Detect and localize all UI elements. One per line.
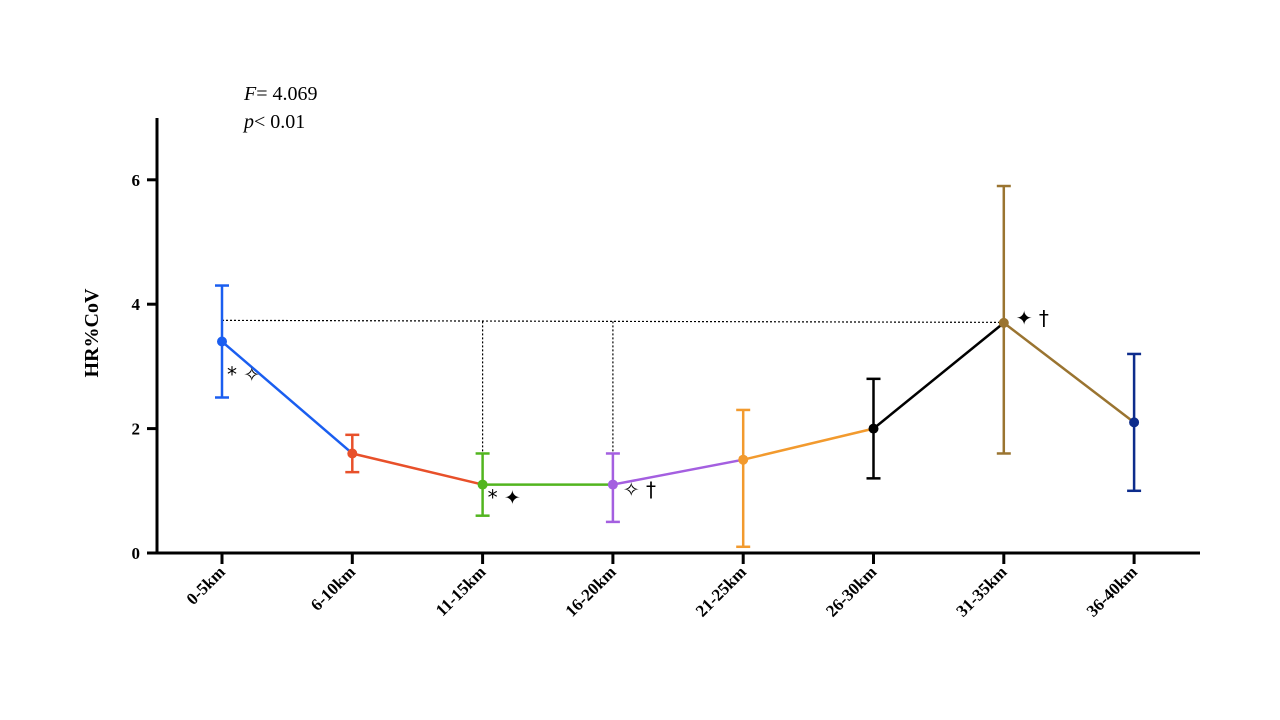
line-segment-6-10km — [352, 452, 483, 486]
y-tick-label-0: 0 — [132, 544, 141, 563]
line-segment-26-30km — [872, 321, 1005, 430]
data-points — [217, 317, 1140, 490]
p-value: p< 0.01 — [242, 111, 305, 133]
annotations: * ✧ * ✦ ✧ † ✦ † — [227, 306, 1049, 510]
line-segment-21-25km — [742, 427, 874, 461]
data-point-36-40km — [1129, 417, 1140, 428]
series-lines — [221, 321, 1135, 486]
x-tick-label-16-20km: 16-20km — [562, 562, 620, 620]
x-tick-label-6-10km: 6-10km — [307, 562, 359, 614]
x-tick-label-26-30km: 26-30km — [822, 562, 880, 620]
x-tick-label-36-40km: 36-40km — [1083, 562, 1141, 620]
line-segment-16-20km — [612, 458, 744, 486]
data-point-0-5km — [217, 336, 227, 347]
y-axis-title: HR%CoV — [81, 288, 103, 377]
y-tick-label-6: 6 — [132, 171, 141, 190]
data-point-11-15km — [477, 479, 488, 490]
data-point-21-25km — [738, 454, 749, 465]
x-tick-label-11-15km: 11-15km — [432, 562, 490, 620]
data-point-6-10km — [347, 448, 358, 459]
error-bar-21-25km — [736, 408, 751, 549]
significance-mark-16-20km: ✧ † — [623, 478, 656, 502]
x-tick-label-31-35km: 31-35km — [952, 562, 1010, 620]
data-point-26-30km — [868, 423, 879, 434]
f-statistic: F= 4.069 — [243, 83, 318, 105]
data-point-16-20km — [607, 479, 618, 490]
error-bars — [215, 184, 1142, 549]
line-segment-0-5km — [221, 340, 354, 455]
significance-mark-0-5km: * ✧ — [227, 363, 260, 387]
significance-mark-31-35km: ✦ † — [1016, 306, 1049, 330]
y-ticks: 0 2 4 6 — [132, 171, 157, 563]
x-tick-label-21-25km: 21-25km — [692, 562, 750, 620]
y-tick-label-2: 2 — [132, 420, 141, 439]
data-point-31-35km — [998, 317, 1009, 328]
significance-mark-11-15km: * ✦ — [488, 486, 521, 510]
x-ticks: 0-5km 6-10km 11-15km 16-20km 21-25km 26-30km 3… — [183, 553, 1141, 621]
line-segment-31-35km — [1003, 321, 1135, 424]
y-tick-label-4: 4 — [132, 295, 141, 314]
x-tick-label-0-5km: 0-5km — [183, 562, 229, 608]
